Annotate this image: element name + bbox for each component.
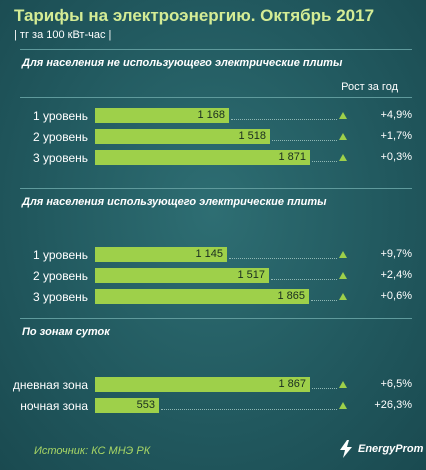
growth-value: +0,3% <box>380 151 413 163</box>
row-label: 2 уровень <box>32 130 88 144</box>
triangle-up-icon <box>339 402 347 409</box>
triangle-up-icon <box>339 154 347 161</box>
bar-value-label: 1 865 <box>277 290 305 302</box>
row-label: 3 уровень <box>32 151 88 165</box>
row-label: 2 уровень <box>32 269 88 283</box>
bar <box>95 129 270 144</box>
bar <box>95 108 229 123</box>
brand-logo-text: EnergyProm <box>358 443 424 455</box>
leader-dots <box>312 388 337 389</box>
lightning-bolt-icon <box>340 440 352 458</box>
section-divider <box>20 188 412 189</box>
row-label: 1 уровень <box>32 109 88 123</box>
growth-value: +2,4% <box>380 269 413 281</box>
chart-subtitle: | тг за 100 кВт-час | <box>14 29 112 41</box>
triangle-up-icon <box>339 251 347 258</box>
triangle-up-icon <box>339 293 347 300</box>
growth-value: +6,5% <box>380 378 413 390</box>
bar-value-label: 1 871 <box>278 151 306 163</box>
leader-dots <box>231 119 337 120</box>
brand-logo: EnergyProm <box>338 440 423 458</box>
chart-title: Тарифы на электроэнергию. Октябрь 2017 <box>14 6 375 25</box>
section-title: Для населения не использующего электриче… <box>22 57 343 69</box>
section-title: Для населения использующего электрически… <box>22 196 327 208</box>
leader-dots <box>312 161 337 162</box>
leader-dots <box>311 300 337 301</box>
triangle-up-icon <box>339 112 347 119</box>
row-label: ночная зона <box>20 399 88 413</box>
triangle-up-icon <box>339 381 347 388</box>
bar <box>95 289 309 304</box>
growth-header: Рост за год <box>341 81 398 93</box>
source-note: Источник: КС МНЭ РК <box>34 445 151 457</box>
triangle-up-icon <box>339 133 347 140</box>
bar <box>95 150 310 165</box>
bar-value-label: 1 518 <box>238 130 266 142</box>
bar-value-label: 1 168 <box>197 109 225 121</box>
row-label: дневная зона <box>12 378 88 392</box>
bar <box>95 268 269 283</box>
row-label: 3 уровень <box>32 290 88 304</box>
growth-value: +9,7% <box>380 248 413 260</box>
section-divider <box>20 318 412 319</box>
growth-value: +1,7% <box>380 130 413 142</box>
leader-dots <box>161 409 337 410</box>
bar <box>95 398 159 413</box>
bar-value-label: 553 <box>136 399 155 411</box>
leader-dots <box>272 140 337 141</box>
growth-value: +26,3% <box>374 399 412 411</box>
growth-value: +4,9% <box>380 109 413 121</box>
leader-dots <box>229 258 337 259</box>
section-divider <box>20 49 412 50</box>
section-title-underline <box>20 97 412 98</box>
bar-value-label: 1 867 <box>278 378 306 390</box>
growth-value: +0,6% <box>380 290 413 302</box>
bar-value-label: 1 145 <box>195 248 223 260</box>
triangle-up-icon <box>339 272 347 279</box>
row-label: 1 уровень <box>32 248 88 262</box>
bar <box>95 377 310 392</box>
leader-dots <box>271 279 337 280</box>
section-title: По зонам суток <box>22 326 110 338</box>
bar-value-label: 1 517 <box>237 269 265 281</box>
bar <box>95 247 227 262</box>
